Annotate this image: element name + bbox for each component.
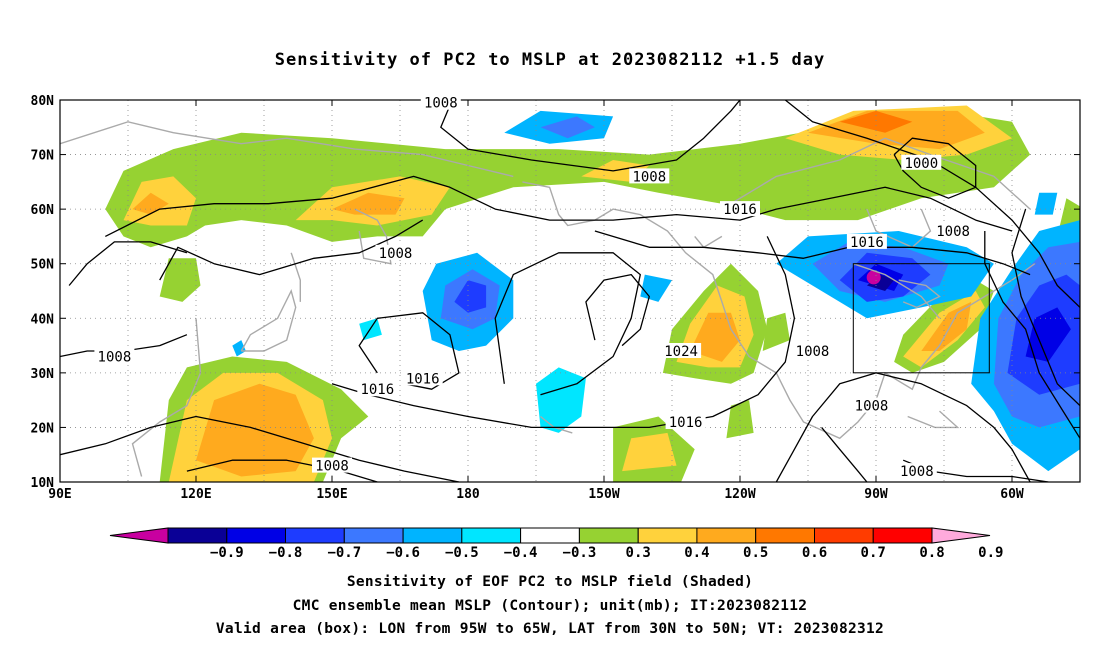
lat-tick-label: 40N xyxy=(31,312,55,327)
colorbar-min-arrow xyxy=(109,527,169,544)
contour-label: 1016 xyxy=(406,371,440,387)
lat-tick-label: 60N xyxy=(31,203,55,218)
contour-label: 1008 xyxy=(936,224,970,240)
colorbar-swatch xyxy=(814,527,874,544)
contour-label: 1000 xyxy=(904,156,938,172)
contour-label: 1008 xyxy=(379,246,413,262)
contour-label: 1016 xyxy=(669,415,703,431)
colorbar-max-arrow xyxy=(931,527,991,544)
contour-label-bg xyxy=(629,168,670,184)
colorbar-swatch xyxy=(167,527,228,544)
contour-labels: 1008 1008 1016 1016 1000 1008 1008 1008 1016 1016… xyxy=(94,94,974,480)
contour-label-bg xyxy=(846,233,887,249)
colorbar-label: −0.3 xyxy=(563,545,597,561)
sensitivity-shading xyxy=(105,105,1080,482)
contour-label: 1008 xyxy=(98,350,132,366)
contour-label-bg xyxy=(357,381,398,397)
lon-tick-label: 150W xyxy=(588,487,619,502)
colorbar-swatch xyxy=(637,527,698,544)
contour-label: 1008 xyxy=(796,344,830,360)
colorbar-label: 0.5 xyxy=(743,545,768,561)
colorbar-swatch xyxy=(578,527,639,544)
axis-ticks: 90E 120E 150E 180 150W 120W 90W 60W 80N 70N 60N 50N… xyxy=(31,94,1080,502)
contour-label-bg xyxy=(661,343,702,358)
colorbar-swatch xyxy=(402,527,463,544)
lon-tick-label: 120E xyxy=(180,487,211,502)
caption-contour: CMC ensemble mean MSLP (Contour); unit(m… xyxy=(292,598,808,614)
lon-tick-label: 90E xyxy=(48,487,71,502)
map-frame xyxy=(59,99,1081,483)
caption-shaded: Sensitivity of EOF PC2 to MSLP field (Sh… xyxy=(346,574,754,590)
colorbar-swatch xyxy=(520,527,580,544)
colorbar-swatch xyxy=(226,527,287,544)
colorbar-label: 0.3 xyxy=(626,545,651,561)
colorbar-swatch xyxy=(696,527,757,544)
colorbar-label: 0.9 xyxy=(978,545,1003,561)
contour-label-bg xyxy=(94,348,135,364)
contour-label-bg xyxy=(720,201,760,217)
colorbar-label: −0.4 xyxy=(504,545,538,561)
contour-label: 1008 xyxy=(424,96,458,112)
lat-tick-label: 50N xyxy=(31,258,55,273)
colorbar-label: 0.4 xyxy=(684,545,709,561)
contour-label-bg xyxy=(375,244,416,260)
contour-label: 1016 xyxy=(360,382,394,398)
contour-label: 1016 xyxy=(850,235,884,251)
contour-label: 1024 xyxy=(664,344,698,360)
lon-tick-label: 60W xyxy=(1000,487,1024,502)
contour-label: 1008 xyxy=(855,399,889,415)
contour-label: 1016 xyxy=(723,202,757,218)
colorbar-label: −0.5 xyxy=(445,545,479,561)
contour-label: 1008 xyxy=(900,464,934,480)
colorbar-label: 0.8 xyxy=(919,545,944,561)
colorbar-swatch xyxy=(755,527,816,544)
colorbar-swatch xyxy=(461,527,522,544)
contour-label: 1008 xyxy=(315,459,349,475)
lon-tick-label: 90W xyxy=(864,487,888,502)
colorbar: −0.9 −0.8 −0.7 −0.6 −0.5 −0.4 −0.3 0.3 0.4 0.5 0.6… xyxy=(109,527,1003,561)
colorbar-label: 0.6 xyxy=(802,545,827,561)
contour-label-bg xyxy=(901,154,942,170)
contour-label-bg xyxy=(851,397,892,413)
contour-label-bg xyxy=(420,94,461,110)
coastlines xyxy=(60,121,1036,477)
contour-label-bg xyxy=(402,370,443,386)
lat-tick-label: 70N xyxy=(31,149,55,164)
valid-area-box xyxy=(852,263,990,374)
lon-tick-label: 150E xyxy=(316,487,347,502)
lon-tick-label: 120W xyxy=(724,487,755,502)
contour-label-bg xyxy=(312,457,352,473)
contour-label-bg xyxy=(933,223,974,238)
colorbar-label: −0.6 xyxy=(386,545,420,561)
contour-label-bg xyxy=(665,414,706,429)
lat-tick-label: 10N xyxy=(31,476,55,491)
caption-valid-area: Valid area (box): LON from 95W to 65W, L… xyxy=(215,621,885,637)
lat-tick-label: 80N xyxy=(31,94,55,109)
colorbar-label: −0.9 xyxy=(210,545,244,561)
colorbar-swatch xyxy=(285,527,345,544)
colorbar-swatch xyxy=(872,527,933,544)
contour-label: 1008 xyxy=(632,169,666,185)
lat-tick-label: 20N xyxy=(31,421,55,436)
colorbar-label: 0.7 xyxy=(861,545,886,561)
chart-title: Sensitivity of PC2 to MSLP at 2023082112… xyxy=(274,50,826,70)
colorbar-label: −0.8 xyxy=(269,545,303,561)
colorbar-swatch xyxy=(343,527,404,544)
contour-label-bg xyxy=(792,343,833,358)
lat-tick-label: 30N xyxy=(31,367,55,382)
lon-tick-label: 180 xyxy=(456,487,480,502)
contour-label-bg xyxy=(896,463,937,479)
colorbar-label: −0.7 xyxy=(327,545,361,561)
